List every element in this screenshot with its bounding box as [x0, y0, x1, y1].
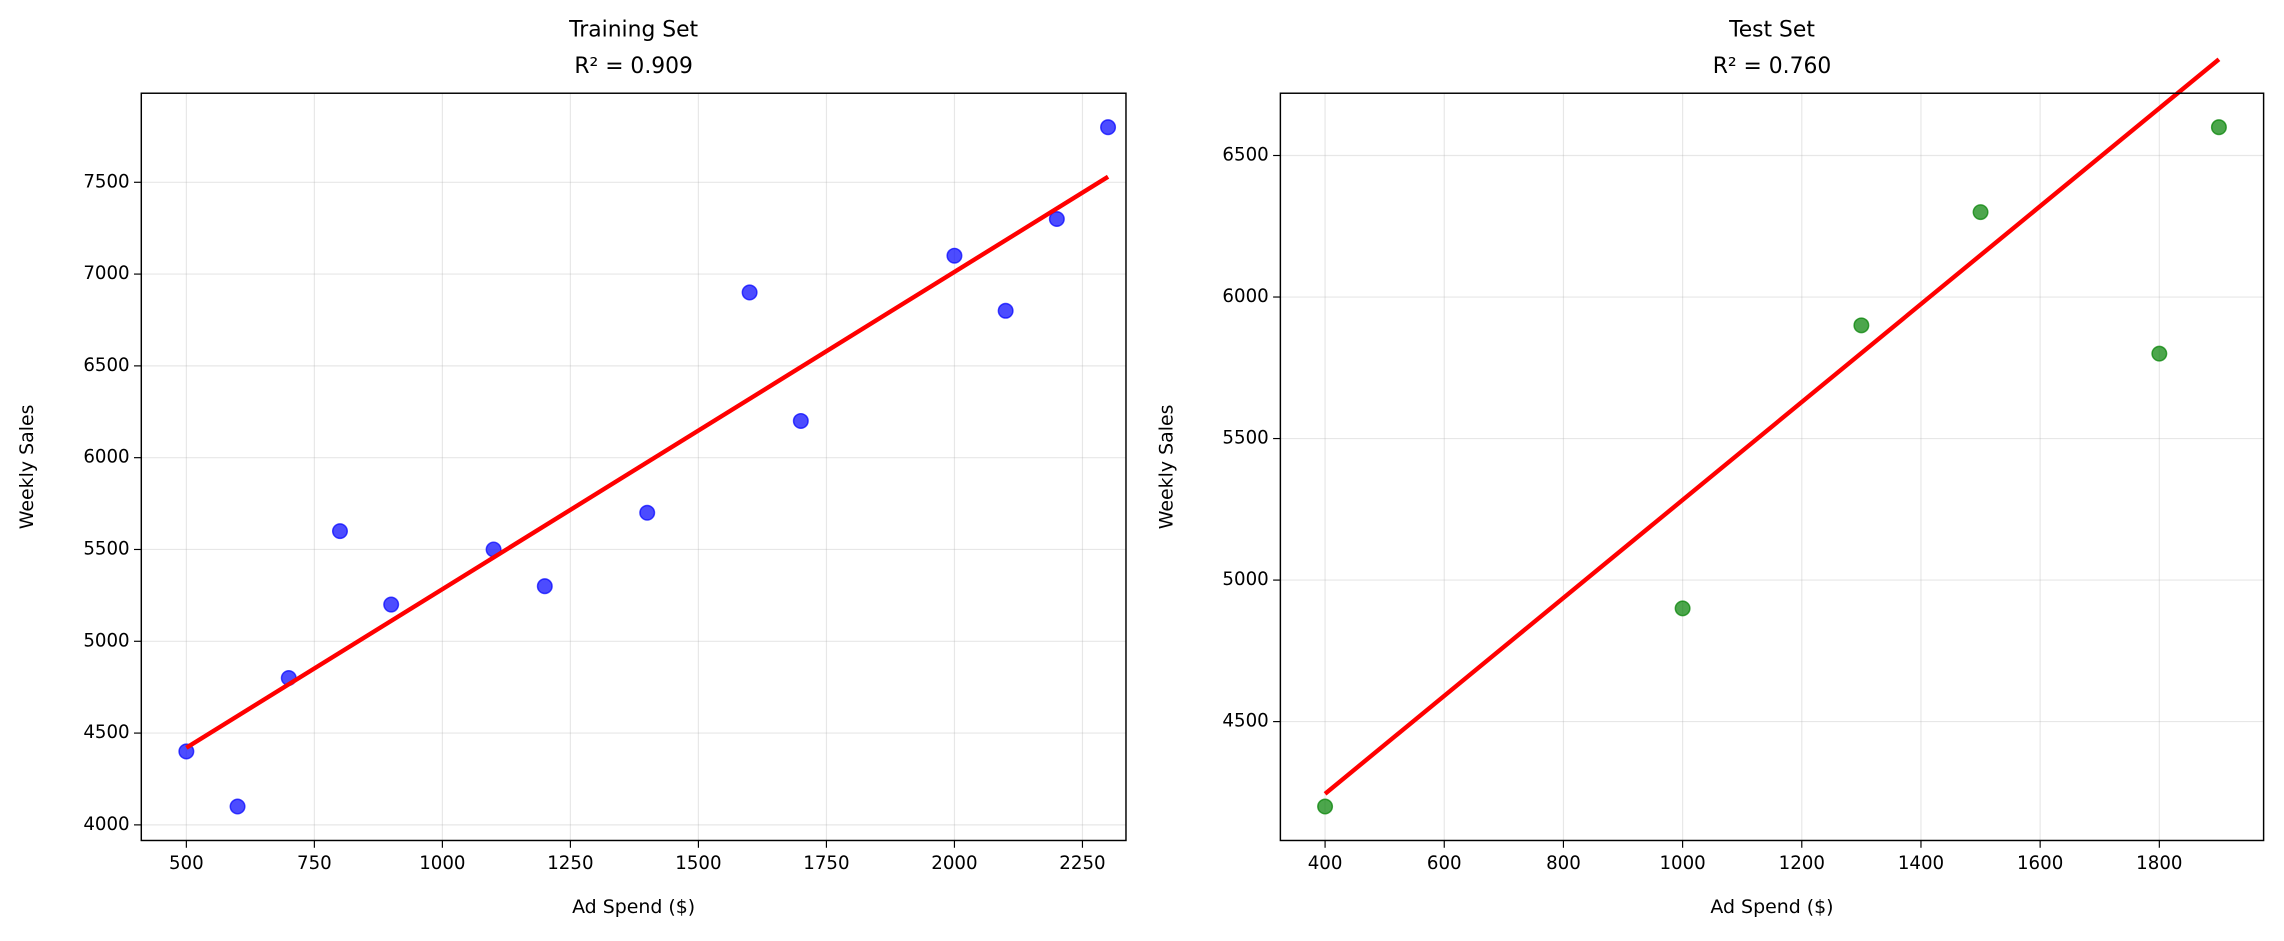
y-tick-label: 7000 [83, 263, 129, 284]
y-tick-label: 5000 [83, 630, 129, 651]
data-point [792, 412, 809, 429]
x-tick-label: 750 [297, 853, 332, 874]
y-tick-label: 6000 [83, 447, 129, 468]
x-tick-label: 2000 [931, 853, 977, 874]
x-tick-label: 1750 [803, 853, 849, 874]
y-tick-label: 6000 [1222, 286, 1268, 307]
chart-subtitle: R² = 0.909 [574, 54, 693, 79]
data-point [741, 284, 758, 301]
data-point [331, 523, 348, 540]
fit-line [1323, 57, 2221, 796]
fit-line [185, 174, 1110, 750]
x-tick-label: 1000 [419, 853, 465, 874]
y-axis-label: Weekly Sales [1155, 405, 1177, 530]
x-tick-label: 1800 [2136, 853, 2182, 874]
y-tick-label: 5500 [1222, 428, 1268, 449]
x-tick-label: 1600 [2017, 853, 2063, 874]
data-point [946, 247, 963, 264]
y-tick-label: 4000 [83, 814, 129, 835]
y-tick-label: 6500 [1222, 145, 1268, 166]
y-tick-label: 4500 [1222, 711, 1268, 732]
data-point [1048, 210, 1065, 228]
data-point [2210, 119, 2227, 136]
x-tick-label: 400 [1308, 853, 1343, 874]
data-point [639, 504, 656, 521]
y-axis-label: Weekly Sales [16, 405, 38, 530]
data-point [2151, 345, 2168, 362]
chart-title: Test Set [1728, 18, 1815, 43]
x-tick-label: 2250 [1059, 853, 1105, 874]
x-tick-label: 1200 [1779, 853, 1825, 874]
x-tick-label: 600 [1427, 853, 1462, 874]
x-axis-label: Ad Spend ($) [1710, 896, 1833, 918]
x-tick-label: 1000 [1659, 853, 1705, 874]
chart-subtitle: R² = 0.760 [1713, 54, 1832, 79]
data-point [1853, 317, 1870, 334]
y-tick-label: 7500 [83, 171, 129, 192]
data-point [1317, 798, 1334, 815]
y-tick-label: 5500 [83, 538, 129, 559]
data-point [229, 798, 246, 815]
x-tick-label: 1400 [1898, 853, 1944, 874]
axes-frame [1279, 92, 2265, 842]
data-point [383, 596, 400, 613]
x-axis-label: Ad Spend ($) [572, 896, 695, 918]
y-tick-label: 5000 [1222, 569, 1268, 590]
data-point [1972, 204, 1989, 221]
x-tick-label: 500 [169, 853, 204, 874]
y-tick-label: 6500 [83, 355, 129, 376]
data-point [997, 302, 1014, 319]
chart-title: Training Set [568, 18, 698, 43]
axes-frame [140, 92, 1127, 842]
data-point [536, 578, 553, 595]
data-point [1100, 119, 1117, 136]
x-tick-label: 1500 [675, 853, 721, 874]
x-tick-label: 1250 [547, 853, 593, 874]
x-tick-label: 800 [1546, 853, 1581, 874]
y-tick-label: 4500 [83, 722, 129, 743]
data-point [1674, 600, 1691, 617]
